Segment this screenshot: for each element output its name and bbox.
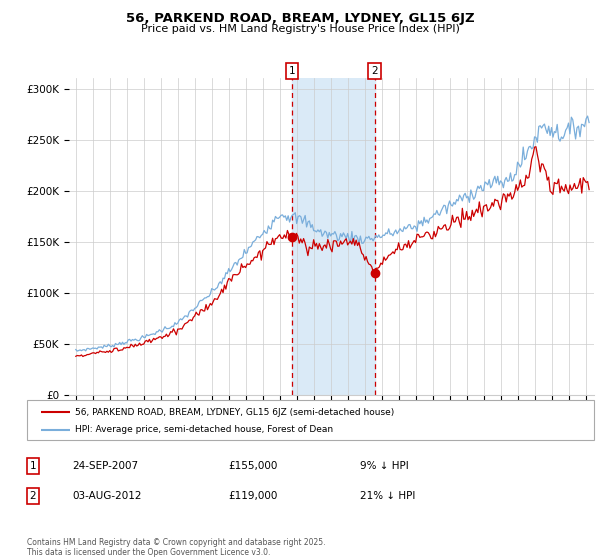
Text: Contains HM Land Registry data © Crown copyright and database right 2025.
This d: Contains HM Land Registry data © Crown c…	[27, 538, 325, 557]
Text: Price paid vs. HM Land Registry's House Price Index (HPI): Price paid vs. HM Land Registry's House …	[140, 24, 460, 34]
Text: 1: 1	[289, 66, 295, 76]
Text: 9% ↓ HPI: 9% ↓ HPI	[360, 461, 409, 471]
Text: 21% ↓ HPI: 21% ↓ HPI	[360, 491, 415, 501]
Text: £155,000: £155,000	[228, 461, 277, 471]
Text: 56, PARKEND ROAD, BREAM, LYDNEY, GL15 6JZ (semi-detached house): 56, PARKEND ROAD, BREAM, LYDNEY, GL15 6J…	[75, 408, 394, 417]
Text: 1: 1	[29, 461, 37, 471]
Text: 56, PARKEND ROAD, BREAM, LYDNEY, GL15 6JZ: 56, PARKEND ROAD, BREAM, LYDNEY, GL15 6J…	[125, 12, 475, 25]
FancyBboxPatch shape	[27, 400, 594, 440]
Text: £119,000: £119,000	[228, 491, 277, 501]
Text: 2: 2	[371, 66, 378, 76]
Text: 24-SEP-2007: 24-SEP-2007	[72, 461, 138, 471]
Text: 03-AUG-2012: 03-AUG-2012	[72, 491, 142, 501]
Bar	[292, 78, 374, 395]
Text: HPI: Average price, semi-detached house, Forest of Dean: HPI: Average price, semi-detached house,…	[75, 425, 334, 435]
Text: 2: 2	[29, 491, 37, 501]
